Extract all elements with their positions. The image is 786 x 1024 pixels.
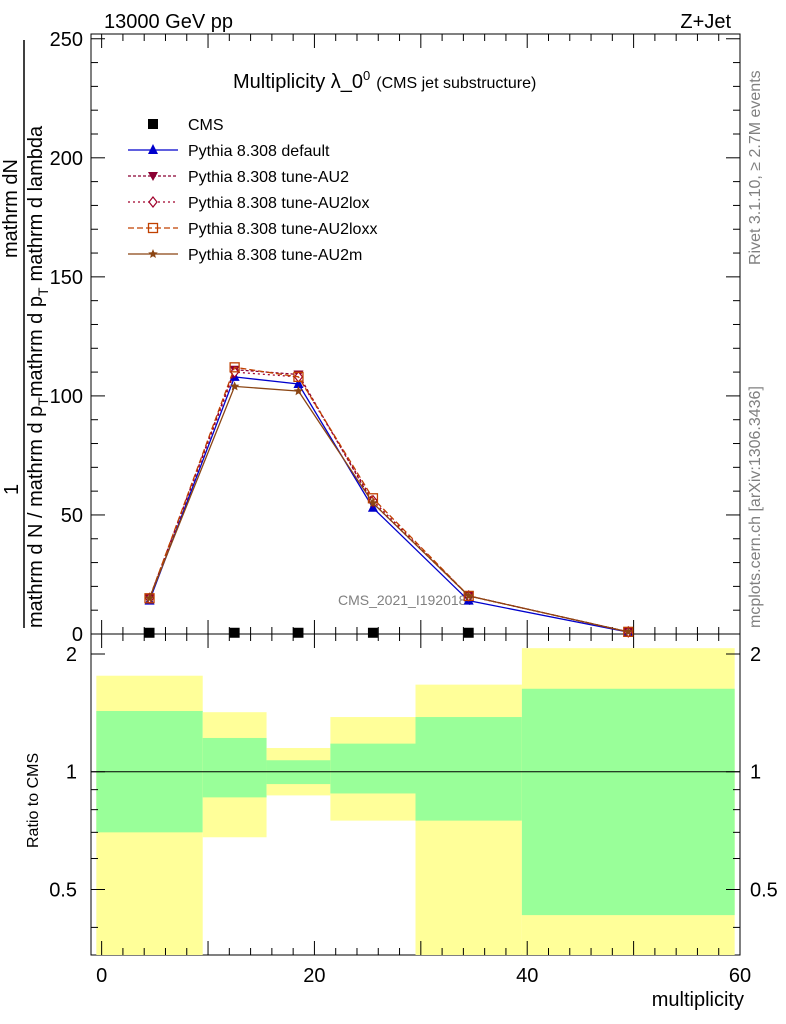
series-point-3 xyxy=(229,362,240,373)
ratio-y-label: Ratio to CMS xyxy=(25,753,42,848)
y-axis-label: 1 mathrm d N / mathrm d pTmathrm d pTmat… xyxy=(0,40,51,628)
ratio-band-inner-1 xyxy=(202,737,267,798)
plot-title: Multiplicity λ_00 (CMS jet substructure) xyxy=(233,68,536,93)
series-point-4 xyxy=(368,498,378,508)
ratio-ytick-label-right: 0.5 xyxy=(750,879,778,901)
watermark: CMS_2021_I1920187 xyxy=(338,592,474,608)
ratio-ytick-label-right: 2 xyxy=(750,644,761,666)
legend-entry-2: Pythia 8.308 tune-AU2 xyxy=(128,169,349,186)
series-point-0 xyxy=(293,378,304,388)
legend-marker xyxy=(148,249,158,258)
main-axes: 0 50 100 150 200 250 xyxy=(50,29,741,646)
x-axis-label: multiplicity xyxy=(652,989,744,1011)
main-ytick-label: 250 xyxy=(50,29,83,51)
svg-text:Multiplicity λ_00(CMS jet subs: Multiplicity λ_00 (CMS jet substructure) xyxy=(233,68,536,93)
cms-point xyxy=(293,627,304,638)
legend-entry-0: CMS xyxy=(148,117,224,134)
main-ytick-label: 0 xyxy=(72,624,83,646)
ratio-ytick-label: 0.5 xyxy=(49,879,77,901)
series-point-4 xyxy=(293,386,304,396)
series-point-4 xyxy=(229,381,240,391)
ratio-xtick-label: 60 xyxy=(729,965,751,987)
legend-marker xyxy=(148,144,158,154)
legend: CMS Pythia 8.308 default Pythia 8.308 tune… xyxy=(128,117,377,264)
series-point-4 xyxy=(463,590,474,600)
ratio-xtick-label: 40 xyxy=(516,965,538,987)
cms-point xyxy=(463,627,474,638)
main-ytick-label: 100 xyxy=(50,386,83,408)
main-ytick-label: 200 xyxy=(50,148,83,170)
ratio-ytick-label-right: 1 xyxy=(750,762,761,784)
y-label-denominator: mathrm d N / mathrm d pTmathrm d pTmathr… xyxy=(25,125,51,628)
title-sup: 0 xyxy=(363,68,370,83)
ratio-ytick-label: 1 xyxy=(66,762,77,784)
main-ytick-label: 50 xyxy=(61,505,83,527)
ratio-axes: 0 20 40 60 0.5 0.5 1 1 2 2 xyxy=(49,634,778,987)
series-line-4 xyxy=(148,385,629,633)
ratio-band-inner-4 xyxy=(415,717,522,821)
legend-entry-4: Pythia 8.308 tune-AU2loxx xyxy=(128,221,377,238)
ratio-ytick-label: 2 xyxy=(66,644,77,666)
legend-marker xyxy=(148,196,158,208)
legend-label: CMS xyxy=(188,117,224,134)
legend-label: Pythia 8.308 default xyxy=(188,143,330,160)
series-point-3 xyxy=(293,371,304,383)
legend-label: Pythia 8.308 tune-AU2 xyxy=(188,169,349,186)
side-text-bottom: mcplots.cern.ch [arXiv:1306.3436] xyxy=(747,386,764,628)
title-sub: (CMS jet substructure) xyxy=(376,75,536,92)
legend-entry-1: Pythia 8.308 default xyxy=(128,143,330,160)
ratio-xtick-label: 0 xyxy=(96,965,107,987)
y-label-one: 1 xyxy=(1,484,23,495)
ratio-bands xyxy=(91,648,740,955)
title-main: Multiplicity λ_0 xyxy=(233,71,363,93)
side-text-top: Rivet 3.1.10, ≥ 2.7M events xyxy=(747,70,764,265)
cms-point xyxy=(367,627,378,638)
cms-point xyxy=(229,627,240,638)
legend-entry-3: Pythia 8.308 tune-AU2lox xyxy=(128,195,369,212)
series-4 xyxy=(144,381,633,636)
ratio-xtick-label: 20 xyxy=(303,965,325,987)
legend-entry-5: Pythia 8.308 tune-AU2m xyxy=(128,247,362,264)
ratio-band-inner-3 xyxy=(330,743,416,794)
legend-marker xyxy=(148,119,158,129)
legend-label: Pythia 8.308 tune-AU2lox xyxy=(188,195,369,212)
main-ytick-label: 150 xyxy=(50,267,83,289)
series-point-4 xyxy=(623,626,633,636)
ratio-band-inner-5 xyxy=(521,688,735,916)
header-right: Z+Jet xyxy=(680,11,731,33)
series-point-4 xyxy=(144,593,155,603)
series-line-2 xyxy=(148,371,629,633)
legend-marker xyxy=(147,222,159,234)
cms-point xyxy=(144,627,155,638)
y-label-numerator: mathrm dN xyxy=(0,159,22,258)
series-layer xyxy=(144,362,634,638)
legend-marker xyxy=(148,172,158,181)
legend-label: Pythia 8.308 tune-AU2m xyxy=(188,247,362,264)
series-cms xyxy=(144,627,474,638)
header-left: 13000 GeV pp xyxy=(104,11,233,33)
legend-label: Pythia 8.308 tune-AU2loxx xyxy=(188,221,377,238)
